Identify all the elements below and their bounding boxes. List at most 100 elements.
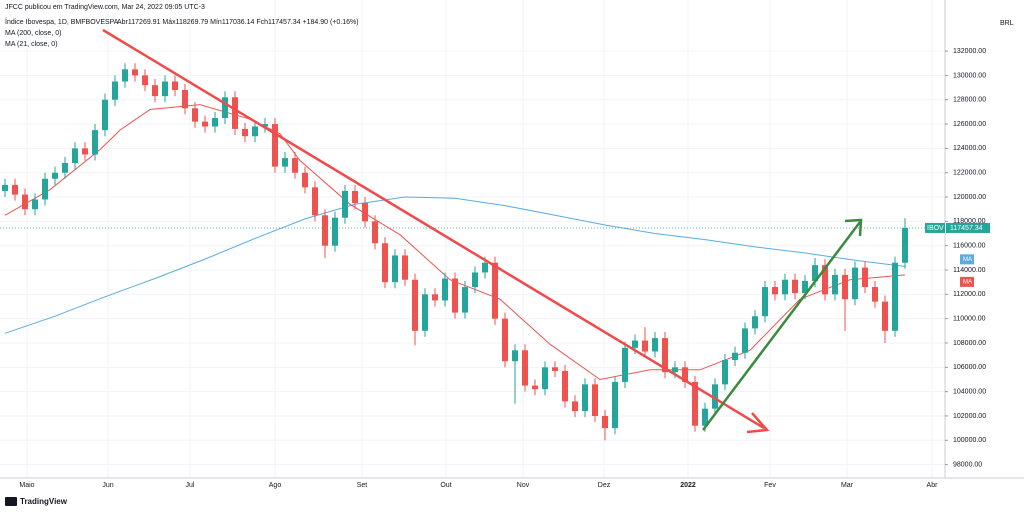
y-tick-label: 98000.00 — [953, 461, 982, 468]
candle-body — [252, 126, 258, 137]
candle-body — [732, 352, 738, 361]
candle-body — [532, 385, 538, 390]
candle-body — [352, 190, 358, 204]
ma-tag-label: MA — [963, 257, 972, 263]
x-tick-label: Jun — [102, 482, 113, 489]
y-tick-label: 104000.00 — [953, 388, 986, 395]
candle-body — [492, 262, 498, 319]
y-tick-label: 114000.00 — [953, 267, 986, 274]
candle-body — [832, 274, 838, 295]
candle-body — [162, 81, 168, 97]
x-tick-label: 2022 — [680, 482, 696, 489]
ohlc: Abr117269.91 Máx118269.79 Mín117036.14 F… — [117, 19, 359, 26]
x-tick-label: Nov — [517, 482, 530, 489]
candle-body — [802, 280, 808, 294]
candle-body — [42, 178, 48, 200]
candle-body — [372, 221, 378, 244]
candle-body — [582, 384, 588, 412]
candle-body — [342, 190, 348, 218]
candle-body — [202, 121, 208, 127]
candle-body — [772, 287, 778, 295]
arrow-head — [844, 218, 863, 237]
y-tick-label: 100000.00 — [953, 437, 986, 444]
candle-body — [682, 367, 688, 382]
candle-body — [392, 255, 398, 283]
logo — [5, 497, 17, 506]
x-tick-label: Ago — [269, 482, 282, 489]
candle-body — [272, 124, 278, 167]
y-tick-label: 130000.00 — [953, 72, 986, 79]
candle-body — [752, 316, 758, 329]
y-tick-label: 118000.00 — [953, 218, 986, 225]
y-tick-label: 122000.00 — [953, 170, 986, 177]
candle-body — [382, 243, 388, 283]
trend-line-up — [702, 221, 861, 431]
legend-entry: MA (200, close, 0) — [5, 30, 61, 37]
candle-body — [652, 338, 658, 352]
candle-body — [82, 148, 88, 155]
ticker-tag — [925, 222, 945, 233]
plot — [0, 63, 945, 441]
candle-body — [282, 158, 288, 167]
y-tick-label: 110000.00 — [953, 316, 986, 323]
candle-body — [312, 187, 318, 216]
candle-body — [292, 158, 298, 173]
y-tick-label: 112000.00 — [953, 291, 986, 298]
trend-line-down — [102, 28, 765, 430]
arrow-head — [746, 412, 770, 434]
candle-body — [112, 81, 118, 100]
x-tick-label: Maio — [19, 482, 34, 489]
y-tick-label: 126000.00 — [953, 121, 986, 128]
x-tick-label: Abr — [927, 482, 939, 489]
currency: BRL — [1000, 20, 1014, 27]
candle-body — [172, 81, 178, 91]
candle-body — [712, 384, 718, 409]
candle-body — [542, 367, 548, 390]
x-tick-label: Jul — [186, 482, 195, 489]
candle-body — [402, 255, 408, 280]
candle-body — [182, 90, 188, 109]
candle-body — [322, 215, 328, 246]
candle-body — [452, 278, 458, 313]
candle-body — [642, 340, 648, 352]
y-tick-label: 102000.00 — [953, 413, 986, 420]
candle-body — [842, 274, 848, 300]
candle-body — [52, 172, 58, 179]
candle-body — [2, 184, 8, 191]
candle-body — [102, 99, 108, 131]
y-tick-label: 108000.00 — [953, 340, 986, 347]
candle-body — [622, 347, 628, 382]
ma-tag-label: MA — [963, 279, 972, 285]
candle-body — [612, 381, 618, 429]
y-tick-label: 124000.00 — [953, 145, 986, 152]
candle-body — [632, 340, 638, 348]
candle-body — [362, 203, 368, 222]
candle-body — [662, 338, 668, 373]
x-tick-label: Fev — [764, 482, 776, 489]
candle-body — [152, 85, 158, 97]
candle-body — [192, 108, 198, 122]
candle-body — [502, 318, 508, 362]
candle-body — [872, 287, 878, 302]
symbol: Índice Ibovespa, 1D, BMFBOVESPA — [5, 17, 119, 26]
x-tick-label: Out — [440, 482, 451, 489]
candle-body — [892, 262, 898, 331]
candle-body — [472, 272, 478, 288]
ticker: IBOV — [927, 225, 944, 232]
candle-body — [552, 367, 558, 371]
legend-entry: MA (21, close, 0) — [5, 41, 58, 48]
candle-body — [332, 217, 338, 246]
candle-body — [442, 278, 448, 301]
candle-body — [692, 381, 698, 426]
candle-body — [72, 148, 78, 163]
candle-body — [702, 408, 708, 426]
candle-body — [742, 328, 748, 353]
x-tick-label: Dez — [598, 482, 611, 489]
candle-body — [232, 97, 238, 129]
ma-tag — [960, 276, 974, 287]
candle-body — [422, 294, 428, 331]
candle-body — [522, 350, 528, 386]
price-tag-label: 117457.34 — [950, 225, 983, 232]
candle-body — [142, 75, 148, 86]
